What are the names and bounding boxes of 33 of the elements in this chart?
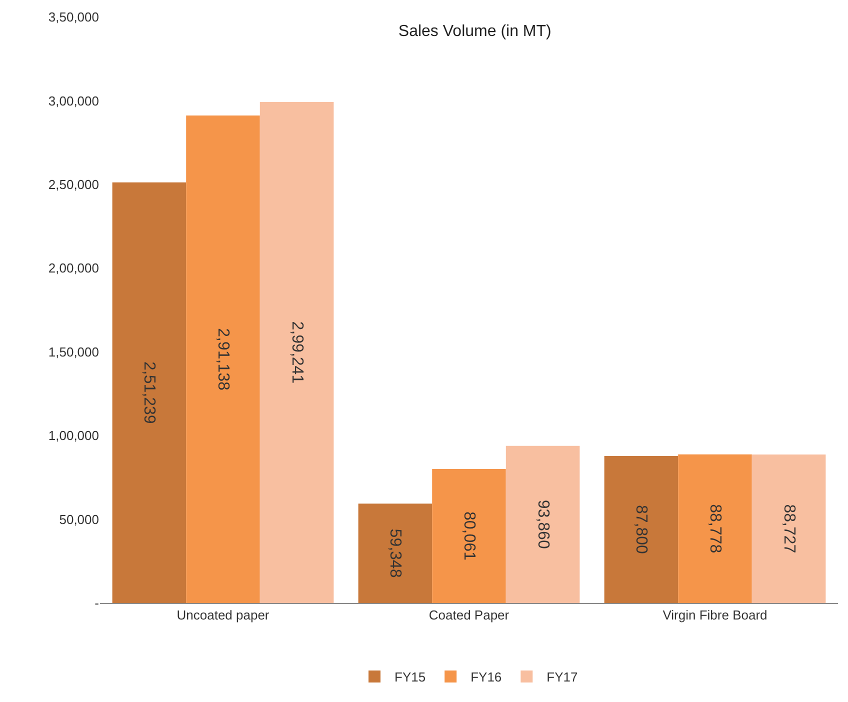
x-tick-label: Coated Paper — [428, 608, 510, 623]
data-label: 80,061 — [460, 511, 478, 560]
data-label: 2,91,138 — [214, 328, 232, 390]
bar — [260, 102, 334, 603]
legend-label: FY16 — [470, 670, 502, 685]
data-label: 59,348 — [386, 528, 404, 578]
data-label: 2,99,241 — [288, 321, 306, 384]
bar — [678, 454, 752, 603]
bar — [506, 446, 580, 603]
y-tick-label: - — [94, 596, 99, 611]
bar — [752, 454, 826, 603]
legend-label: FY17 — [546, 670, 578, 685]
x-tick-label: Uncoated paper — [176, 608, 270, 623]
bar — [112, 182, 186, 603]
y-tick-label: 3,50,000 — [48, 10, 99, 25]
data-label: 2,51,239 — [140, 361, 158, 424]
data-label: 93,860 — [534, 500, 552, 549]
chart-title: Sales Volume (in MT) — [398, 22, 552, 40]
y-tick-label: 50,000 — [59, 512, 99, 527]
legend-label: FY15 — [394, 670, 426, 685]
y-tick-label: 1,50,000 — [48, 344, 99, 360]
data-label: 87,800 — [632, 504, 650, 554]
data-label: 88,727 — [780, 504, 798, 554]
y-tick-label: 2,00,000 — [48, 260, 99, 276]
x-tick-label: Virgin Fibre Board — [662, 608, 768, 623]
y-tick-label: 2,50,000 — [48, 176, 99, 192]
bar — [604, 456, 678, 603]
data-label: 88,778 — [706, 504, 724, 554]
bar — [432, 468, 506, 603]
bar — [358, 504, 432, 603]
bar — [186, 116, 260, 603]
y-tick-label: 3,00,000 — [48, 93, 99, 108]
y-tick-label: 1,00,000 — [48, 428, 99, 444]
